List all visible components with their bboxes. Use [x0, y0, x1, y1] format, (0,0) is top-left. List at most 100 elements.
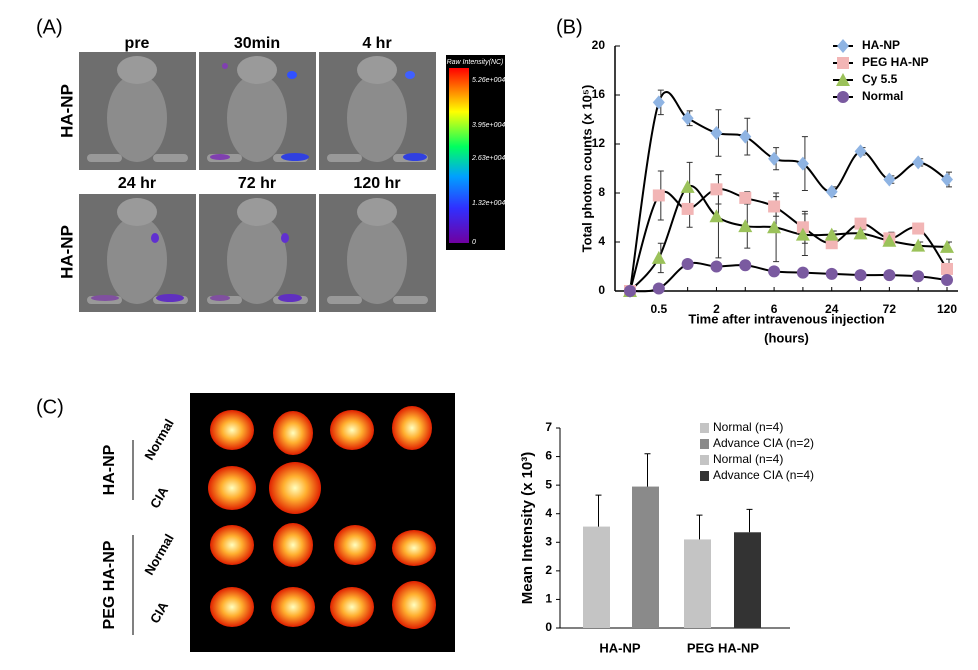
- panel-label: (B): [556, 16, 583, 38]
- line: [629, 91, 948, 292]
- marker: [739, 191, 752, 204]
- x-axis-label: (hours): [764, 330, 809, 345]
- bar: [583, 526, 610, 628]
- legend-marker: [837, 57, 849, 69]
- legend-label: Normal (n=4): [713, 420, 783, 434]
- row-label: PEG HA-NP: [101, 540, 118, 629]
- y-tick-label: 20: [592, 38, 606, 52]
- marker: [624, 285, 636, 297]
- marker: [882, 233, 897, 247]
- legend-marker: [837, 91, 849, 103]
- marker: [739, 259, 752, 272]
- marker: [681, 258, 694, 271]
- panel-label: (C): [36, 396, 64, 418]
- y-tick-label: 7: [545, 420, 552, 434]
- marker: [854, 144, 867, 159]
- row-label: HA-NP: [101, 444, 118, 495]
- marker: [796, 156, 809, 171]
- y-tick-label: 4: [545, 506, 552, 520]
- time-label: 4 hr: [362, 35, 391, 52]
- marker: [680, 179, 695, 193]
- marker: [709, 209, 724, 223]
- legend-label: Cy 5.5: [862, 72, 898, 86]
- x-tick-label: 24: [825, 302, 839, 316]
- marker: [912, 155, 925, 170]
- y-tick-label: 0: [598, 283, 605, 297]
- y-tick-label: 1: [545, 592, 552, 606]
- marker: [941, 172, 953, 187]
- y-tick-label: 8: [598, 185, 605, 199]
- x-tick-label: 120: [937, 302, 957, 316]
- y-axis-label: Total photon counts (x 10⁵): [579, 85, 594, 253]
- legend-swatch: [700, 439, 709, 449]
- time-label: pre: [125, 35, 150, 52]
- row-label: HA-NP: [57, 84, 76, 138]
- bar: [632, 486, 659, 628]
- x-tick-label: PEG HA-NP: [687, 640, 760, 655]
- marker: [681, 202, 694, 215]
- marker: [941, 262, 953, 275]
- panel-c-image: [132, 393, 455, 652]
- panel-a-images: [79, 52, 505, 312]
- y-tick-label: 6: [545, 449, 552, 463]
- legend-marker: [837, 39, 849, 53]
- marker: [652, 282, 665, 295]
- marker: [681, 111, 694, 126]
- time-label: 30min: [234, 35, 280, 52]
- marker: [854, 217, 867, 230]
- marker: [739, 129, 752, 144]
- x-tick-label: 0.5: [650, 302, 667, 316]
- sub-label: CIA: [147, 483, 171, 510]
- colorbar-tick-label: 2.63e+004: [471, 155, 505, 162]
- legend-label: Normal (n=4): [713, 452, 783, 466]
- marker: [941, 273, 953, 286]
- marker: [883, 172, 896, 187]
- marker: [767, 220, 782, 234]
- marker: [825, 267, 838, 280]
- legend-swatch: [700, 471, 709, 481]
- y-tick-label: 3: [545, 534, 552, 548]
- error-bar: [644, 453, 651, 487]
- marker: [825, 184, 838, 199]
- error-bar: [595, 494, 602, 527]
- y-tick-label: 4: [598, 234, 605, 248]
- colorbar-tick-label: 5.26e+004: [472, 77, 505, 84]
- x-tick-label: 72: [883, 302, 897, 316]
- marker: [795, 227, 810, 241]
- legend-label: PEG HA-NP: [862, 55, 929, 69]
- colorbar-title: Raw Intensity(NC): [447, 59, 504, 66]
- y-tick-label: 2: [545, 563, 552, 577]
- x-tick-label: 2: [713, 302, 720, 316]
- marker: [710, 260, 723, 273]
- bar: [684, 539, 711, 628]
- time-label: 24 hr: [118, 175, 156, 192]
- sub-label: Normal: [141, 531, 176, 577]
- bar: [734, 532, 761, 628]
- time-label: 72 hr: [238, 175, 276, 192]
- marker: [768, 265, 781, 278]
- legend-label: Advance CIA (n=2): [713, 436, 814, 450]
- panel-label: (A): [36, 16, 63, 38]
- marker: [652, 95, 665, 110]
- legend-label: Normal: [862, 89, 903, 103]
- error-bar: [696, 514, 703, 540]
- y-tick-label: 5: [545, 477, 552, 491]
- marker: [912, 270, 925, 283]
- y-tick-label: 12: [592, 136, 606, 150]
- x-tick-label: 6: [771, 302, 778, 316]
- x-tick-label: HA-NP: [599, 640, 640, 655]
- row-label: HA-NP: [57, 225, 76, 279]
- marker: [854, 269, 867, 282]
- marker: [652, 189, 665, 202]
- legend-swatch: [700, 455, 709, 465]
- marker: [710, 183, 723, 196]
- x-axis-label: Time after intravenous injection: [688, 311, 884, 326]
- marker: [912, 222, 925, 235]
- marker: [940, 239, 954, 253]
- y-tick-label: 16: [592, 87, 606, 101]
- line: [629, 261, 948, 293]
- marker: [710, 125, 723, 140]
- sub-label: Normal: [141, 416, 176, 462]
- y-axis-label: Mean Intensity (x 10³): [519, 452, 536, 605]
